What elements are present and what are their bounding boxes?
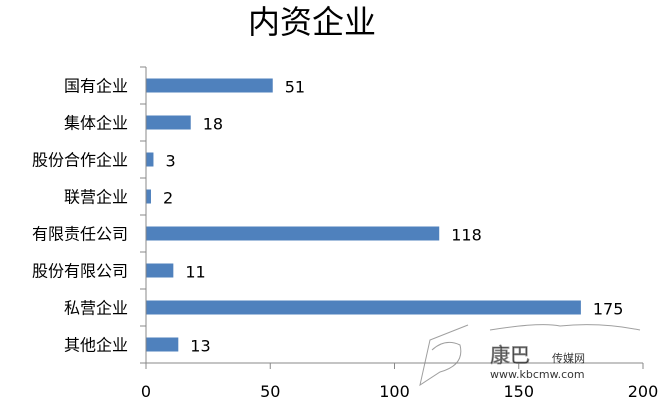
category-label: 股份有限公司 xyxy=(32,262,128,281)
x-tick-label: 200 xyxy=(628,382,659,401)
data-label: 13 xyxy=(190,337,210,356)
svg-text:康巴: 康巴 xyxy=(490,343,530,367)
x-tick-label: 0 xyxy=(141,382,151,401)
svg-text:www.kbcmw.com: www.kbcmw.com xyxy=(490,368,585,381)
category-label: 国有企业 xyxy=(64,77,128,96)
category-label: 其他企业 xyxy=(64,336,128,355)
category-label: 联营企业 xyxy=(64,188,128,207)
x-tick-label: 150 xyxy=(503,382,534,401)
x-tick-label: 100 xyxy=(379,382,410,401)
data-label: 118 xyxy=(451,226,482,245)
bar xyxy=(146,263,174,278)
data-label: 11 xyxy=(185,263,205,282)
x-tick-label: 50 xyxy=(260,382,280,401)
category-label: 集体企业 xyxy=(64,114,128,133)
bar xyxy=(146,337,179,352)
data-label: 3 xyxy=(165,152,175,171)
category-label: 有限责任公司 xyxy=(32,225,128,244)
data-label: 175 xyxy=(593,300,624,319)
bar xyxy=(146,152,154,167)
category-label: 私营企业 xyxy=(64,299,128,318)
bar xyxy=(146,226,440,241)
bar xyxy=(146,189,151,204)
category-label: 股份合作企业 xyxy=(32,151,128,170)
data-label: 18 xyxy=(203,115,223,134)
chart-title: 内资企业 xyxy=(248,3,376,41)
bar xyxy=(146,115,191,130)
data-label: 51 xyxy=(285,78,305,97)
bar xyxy=(146,300,581,315)
svg-text:传媒网: 传媒网 xyxy=(552,352,585,365)
data-label: 2 xyxy=(163,189,173,208)
watermark-logo: 康巴 传媒网 www.kbcmw.com xyxy=(419,324,641,387)
bar xyxy=(146,78,273,93)
